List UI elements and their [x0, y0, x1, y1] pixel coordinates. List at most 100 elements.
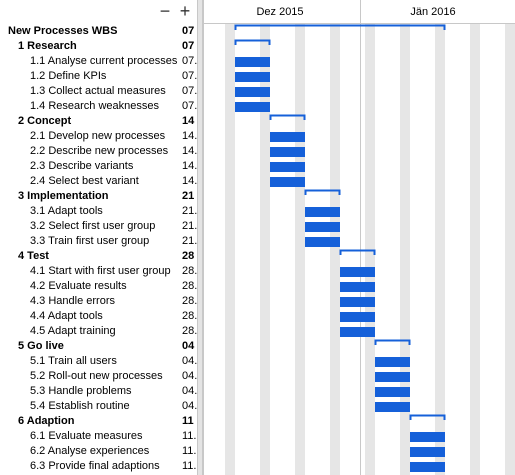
- phase-summary-bar: [374, 339, 411, 345]
- task-bar[interactable]: [270, 162, 305, 172]
- task-bar[interactable]: [235, 57, 270, 67]
- task-bar[interactable]: [340, 297, 375, 307]
- task-bar[interactable]: [410, 432, 445, 442]
- task-name: 4.5 Adapt training: [30, 325, 116, 337]
- task-row[interactable]: 1.4 Research weaknesses 07.: [0, 99, 197, 114]
- task-bar[interactable]: [340, 267, 375, 277]
- summary-task-row[interactable]: 4 Test 28: [0, 249, 197, 264]
- weekend-shade: [470, 24, 475, 475]
- task-row[interactable]: 4.2 Evaluate results 28.: [0, 279, 197, 294]
- task-name: 6 Adaption: [18, 415, 75, 427]
- task-start-date: 21.: [182, 220, 197, 232]
- task-start-date: 14.: [182, 145, 197, 157]
- gantt-chart: Dez 2015 Jän 2016: [203, 0, 515, 475]
- weekend-shade: [475, 24, 480, 475]
- task-bar[interactable]: [375, 372, 410, 382]
- task-row[interactable]: 6.1 Evaluate measures 11.: [0, 429, 197, 444]
- summary-task-row[interactable]: 2 Concept 14: [0, 114, 197, 129]
- task-bar[interactable]: [270, 147, 305, 157]
- task-start-date: 11.: [182, 430, 197, 442]
- expand-all-button[interactable]: +: [179, 1, 191, 21]
- task-row[interactable]: 5.3 Handle problems 04.: [0, 384, 197, 399]
- task-row[interactable]: 6.2 Analyse experiences 11.: [0, 444, 197, 459]
- task-name: 6.1 Evaluate measures: [30, 430, 143, 442]
- summary-task-row[interactable]: 3 Implementation 21: [0, 189, 197, 204]
- phase-summary-bar: [339, 249, 376, 255]
- summary-task-row[interactable]: 5 Go live 04: [0, 339, 197, 354]
- task-name: 2.2 Describe new processes: [30, 145, 169, 157]
- task-start-date: 14.: [182, 130, 197, 142]
- task-row[interactable]: 3.3 Train first user group 21.: [0, 234, 197, 249]
- task-row[interactable]: 5.4 Establish routine 04.: [0, 399, 197, 414]
- task-bar[interactable]: [375, 357, 410, 367]
- task-bar[interactable]: [270, 132, 305, 142]
- month-label: Dez 2015: [256, 6, 303, 18]
- task-start-date: 07.: [182, 100, 197, 112]
- task-start-date: 28.: [182, 310, 197, 322]
- task-list-panel: − + New Processes WBS 07 1 Research 07 1.1 A…: [0, 0, 197, 475]
- task-row[interactable]: 2.4 Select best variant 14.: [0, 174, 197, 189]
- task-bar[interactable]: [305, 207, 340, 217]
- task-row[interactable]: 2.3 Describe variants 14.: [0, 159, 197, 174]
- weekend-shade: [230, 24, 235, 475]
- weekend-shade: [505, 24, 510, 475]
- task-start-date: 04: [182, 340, 195, 352]
- task-start-date: 07.: [182, 85, 197, 97]
- task-name: 3.2 Select first user group: [30, 220, 156, 232]
- task-bar[interactable]: [235, 102, 270, 112]
- weekend-shade: [300, 24, 305, 475]
- task-name: 1.4 Research weaknesses: [30, 100, 160, 112]
- task-row[interactable]: 5.1 Train all users 04.: [0, 354, 197, 369]
- phase-summary-bar: [409, 414, 446, 420]
- summary-task-row[interactable]: 6 Adaption 11: [0, 414, 197, 429]
- task-start-date: 28.: [182, 295, 197, 307]
- task-row[interactable]: 1.1 Analyse current processes 07.: [0, 54, 197, 69]
- task-bar[interactable]: [235, 72, 270, 82]
- task-bar[interactable]: [410, 462, 445, 472]
- task-bar[interactable]: [270, 177, 305, 187]
- task-row[interactable]: 4.4 Adapt tools 28.: [0, 309, 197, 324]
- task-name: 2.3 Describe variants: [30, 160, 134, 172]
- task-name: 6.3 Provide final adaptions: [30, 460, 160, 472]
- task-row[interactable]: 2.2 Describe new processes 14.: [0, 144, 197, 159]
- weekend-shade: [435, 24, 440, 475]
- task-start-date: 28: [182, 250, 195, 262]
- task-name: 1.2 Define KPIs: [30, 70, 107, 82]
- task-bar[interactable]: [375, 402, 410, 412]
- task-bar[interactable]: [305, 237, 340, 247]
- task-name: 4.4 Adapt tools: [30, 310, 103, 322]
- phase-summary-bar: [304, 189, 341, 195]
- task-bar[interactable]: [340, 327, 375, 337]
- task-row[interactable]: 4.1 Start with first user group 28.: [0, 264, 197, 279]
- task-name: 1.1 Analyse current processes: [30, 55, 178, 67]
- task-bar[interactable]: [305, 222, 340, 232]
- task-row[interactable]: 4.3 Handle errors 28.: [0, 294, 197, 309]
- task-row[interactable]: 5.2 Roll-out new processes 04.: [0, 369, 197, 384]
- task-name: 4.2 Evaluate results: [30, 280, 127, 292]
- weekend-shade: [405, 24, 410, 475]
- task-bar[interactable]: [375, 387, 410, 397]
- task-row[interactable]: 3.1 Adapt tools 21.: [0, 204, 197, 219]
- panel-splitter[interactable]: [197, 0, 203, 475]
- task-row[interactable]: 4.5 Adapt training 28.: [0, 324, 197, 339]
- task-name: 3.1 Adapt tools: [30, 205, 103, 217]
- task-row[interactable]: 1.2 Define KPIs 07.: [0, 69, 197, 84]
- task-name: 2 Concept: [18, 115, 72, 127]
- summary-task-row[interactable]: New Processes WBS 07: [0, 24, 197, 39]
- task-row[interactable]: 2.1 Develop new processes 14.: [0, 129, 197, 144]
- task-row[interactable]: 1.3 Collect actual measures 07.: [0, 84, 197, 99]
- task-bar[interactable]: [410, 447, 445, 457]
- task-bar[interactable]: [340, 282, 375, 292]
- weekend-shade: [335, 24, 340, 475]
- collapse-all-button[interactable]: −: [159, 1, 171, 21]
- task-row[interactable]: 6.3 Provide final adaptions 11.: [0, 459, 197, 474]
- weekend-shade: [225, 24, 230, 475]
- task-row[interactable]: 3.2 Select first user group 21.: [0, 219, 197, 234]
- task-list-header: − +: [0, 0, 197, 24]
- task-bar[interactable]: [235, 87, 270, 97]
- task-name: 5.4 Establish routine: [30, 400, 130, 412]
- task-start-date: 07: [182, 40, 195, 52]
- weekend-shade: [400, 24, 405, 475]
- task-bar[interactable]: [340, 312, 375, 322]
- summary-task-row[interactable]: 1 Research 07: [0, 39, 197, 54]
